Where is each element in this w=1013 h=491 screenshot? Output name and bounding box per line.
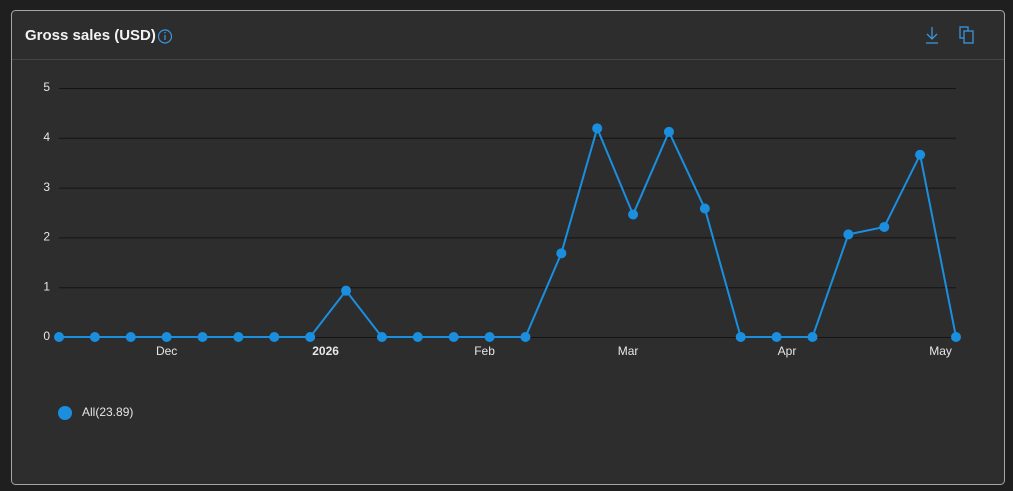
data-point xyxy=(807,332,818,342)
data-point xyxy=(376,332,387,342)
y-tick-label: 0 xyxy=(43,329,50,343)
x-tick-label: Mar xyxy=(618,344,639,358)
data-point xyxy=(305,332,316,342)
y-tick-label: 4 xyxy=(43,130,50,144)
y-tick-label: 5 xyxy=(43,80,50,94)
data-point xyxy=(412,332,423,342)
data-point xyxy=(951,332,961,342)
data-point xyxy=(197,332,208,342)
x-tick-label: Dec xyxy=(156,344,177,358)
data-point xyxy=(341,285,352,296)
legend-marker xyxy=(58,406,72,420)
download-button[interactable] xyxy=(926,27,938,44)
x-tick-label: May xyxy=(929,344,952,358)
x-tick-label: Apr xyxy=(778,344,797,358)
y-tick-label: 2 xyxy=(43,230,50,244)
data-point xyxy=(54,332,64,342)
data-point xyxy=(771,332,782,342)
card xyxy=(11,10,1005,485)
data-point xyxy=(663,126,674,137)
data-point xyxy=(448,332,459,342)
x-tick-label: Feb xyxy=(474,344,495,358)
y-tick-label: 1 xyxy=(43,279,50,293)
data-point xyxy=(484,332,495,342)
data-point xyxy=(269,332,280,342)
data-point xyxy=(915,149,926,160)
data-point xyxy=(879,221,890,232)
data-point xyxy=(628,209,639,220)
x-tick-label: 2026 xyxy=(312,344,339,358)
data-point xyxy=(735,332,746,342)
legend-label: All(23.89) xyxy=(82,405,133,419)
chart-title: Gross sales (USD) xyxy=(25,27,156,44)
data-point xyxy=(89,332,100,342)
info-icon[interactable] xyxy=(157,29,173,44)
copy-button[interactable] xyxy=(959,26,974,44)
data-point xyxy=(125,332,136,342)
data-point xyxy=(592,123,603,134)
data-point xyxy=(233,332,244,342)
data-point xyxy=(843,229,854,240)
series-line xyxy=(59,125,957,338)
data-point xyxy=(161,332,172,342)
y-tick-label: 3 xyxy=(43,180,50,194)
data-point xyxy=(556,248,567,259)
data-point xyxy=(520,332,531,342)
data-point xyxy=(699,203,710,214)
